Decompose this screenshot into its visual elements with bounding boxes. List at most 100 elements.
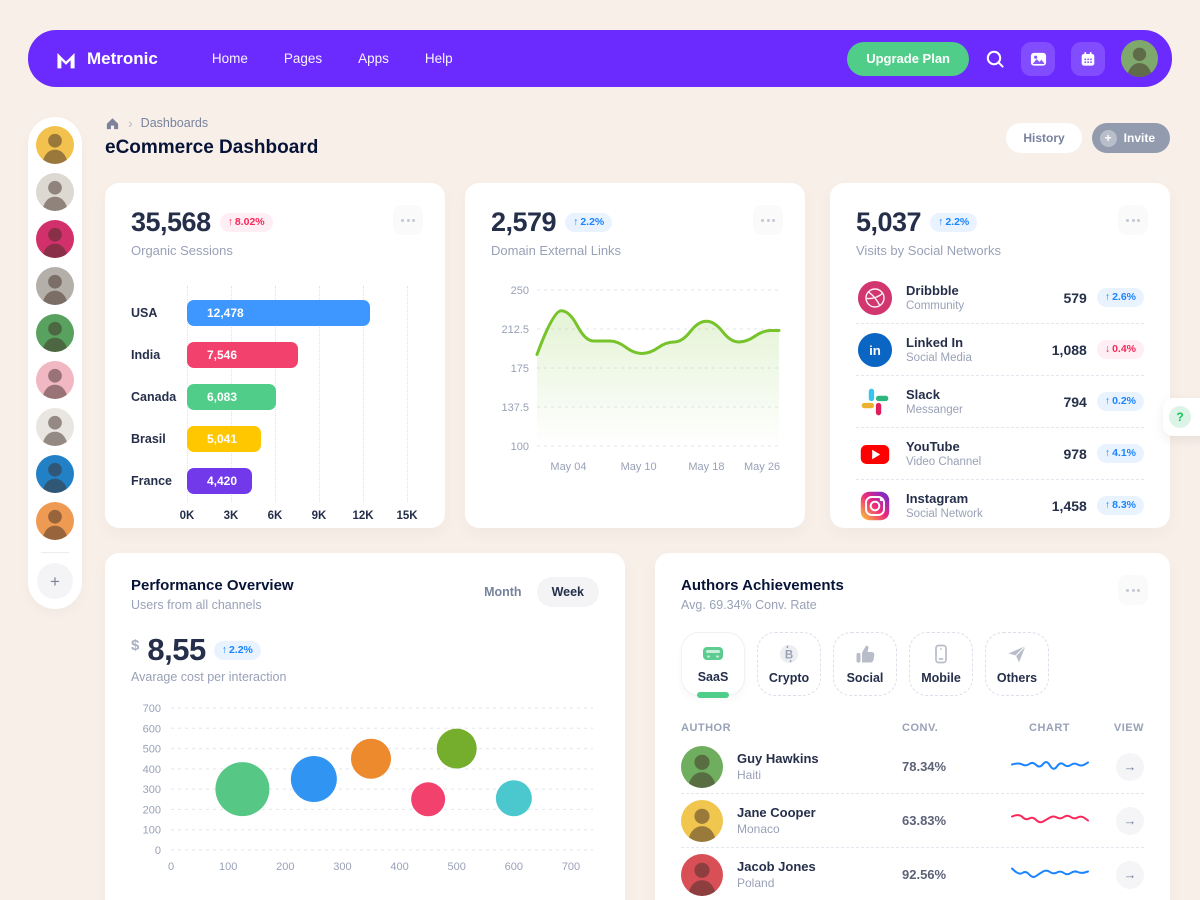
menu-item-help[interactable]: Help bbox=[424, 51, 453, 66]
card-menu-button[interactable] bbox=[1118, 205, 1148, 235]
author-avatar[interactable] bbox=[681, 799, 723, 842]
toggle-month[interactable]: Month bbox=[484, 585, 522, 599]
list-item-instagram[interactable]: Instagram Social Network 1,458 ↑ 8.3% bbox=[856, 479, 1144, 531]
breadcrumb-item-dashboards[interactable]: Dashboards bbox=[140, 116, 209, 130]
bar-canada: 6,083 bbox=[187, 384, 277, 410]
performance-title: Performance Overview bbox=[131, 577, 294, 594]
slack-icon bbox=[856, 383, 894, 421]
social-visits-label: Visits by Social Networks bbox=[856, 243, 1001, 258]
rail-avatar-2[interactable] bbox=[36, 173, 74, 211]
add-user-button[interactable]: + bbox=[37, 563, 73, 599]
rail-avatar-8[interactable] bbox=[36, 455, 74, 493]
author-avatar[interactable] bbox=[681, 745, 723, 788]
svg-text:700: 700 bbox=[562, 861, 580, 873]
category-tabs: SaaS B Crypto Social Mobile Others bbox=[681, 632, 1144, 696]
menu-item-home[interactable]: Home bbox=[211, 51, 248, 66]
tab-saas[interactable]: SaaS bbox=[681, 632, 745, 696]
svg-text:300: 300 bbox=[143, 784, 161, 796]
brand-name: Metronic bbox=[87, 48, 158, 68]
svg-text:May 18: May 18 bbox=[688, 461, 724, 473]
list-item-linkedin[interactable]: in Linked In Social Media 1,088 ↓ 0.4% bbox=[856, 323, 1144, 375]
card-menu-button[interactable] bbox=[393, 205, 423, 235]
home-icon[interactable] bbox=[105, 116, 120, 131]
svg-text:May 26: May 26 bbox=[744, 461, 780, 473]
rail-avatar-3[interactable] bbox=[36, 220, 74, 258]
network-name: Dribbble bbox=[906, 283, 959, 298]
tab-mobile[interactable]: Mobile bbox=[909, 632, 973, 696]
bar-usa: 12,478 bbox=[187, 300, 370, 326]
rail-avatar-4[interactable] bbox=[36, 267, 74, 305]
up-arrow-icon: ↑ bbox=[938, 216, 944, 229]
view-author-button[interactable]: → bbox=[1116, 752, 1144, 781]
list-item-dribbble[interactable]: Dribbble Community 579 ↑ 2.6% bbox=[856, 272, 1144, 323]
authors-title: Authors Achievements bbox=[681, 577, 844, 594]
network-value: 978 bbox=[1063, 445, 1087, 462]
organic-sessions-label: Organic Sessions bbox=[131, 243, 233, 258]
invite-label: Invite bbox=[1123, 131, 1155, 145]
performance-note: Avarage cost per interaction bbox=[131, 670, 287, 684]
performance-value: 8,55 bbox=[147, 632, 206, 667]
svg-text:500: 500 bbox=[448, 861, 466, 873]
domain-links-area-chart: 250 212.5 175 137.5 100 May 04 May 10 May 18 May… bbox=[501, 285, 781, 473]
menu-item-pages[interactable]: Pages bbox=[283, 51, 323, 66]
search-icon[interactable] bbox=[985, 49, 1005, 69]
toggle-week[interactable]: Week bbox=[536, 577, 599, 607]
calendar-icon[interactable] bbox=[1071, 41, 1105, 76]
instagram-icon bbox=[856, 487, 894, 525]
list-item-youtube[interactable]: YouTube Video Channel 978 ↑ 4.1% bbox=[856, 427, 1144, 479]
period-toggle: Month Week bbox=[469, 577, 599, 607]
phone-icon bbox=[935, 644, 947, 664]
menu-item-apps[interactable]: Apps bbox=[358, 51, 389, 66]
list-item-slack[interactable]: Slack Messanger 794 ↑ 0.2% bbox=[856, 375, 1144, 427]
help-button[interactable]: ? bbox=[1163, 398, 1200, 436]
tab-social[interactable]: Social bbox=[833, 632, 897, 696]
profile-avatar[interactable] bbox=[1121, 40, 1158, 77]
svg-text:700: 700 bbox=[143, 703, 161, 715]
sparkline-chart bbox=[1010, 814, 1089, 824]
country-bar-chart: USA 12,478 India 7,546 Canada 6,083 Bras… bbox=[131, 286, 419, 526]
youtube-icon bbox=[856, 435, 894, 473]
performance-delta-badge: ↑ 2.2% bbox=[213, 641, 261, 660]
domain-links-value: 2,579 bbox=[491, 207, 557, 237]
view-author-button[interactable]: → bbox=[1116, 860, 1144, 889]
view-author-button[interactable]: → bbox=[1116, 806, 1144, 835]
domain-links-card: 2,579 ↑ 2.2% Domain External Links 250 212… bbox=[465, 183, 805, 528]
currency-symbol: $ bbox=[131, 637, 140, 654]
social-visits-card: 5,037 ↑ 2.2% Visits by Social Networks Dr… bbox=[830, 183, 1170, 528]
breadcrumb-separator: › bbox=[128, 115, 133, 131]
history-button[interactable]: History bbox=[1006, 123, 1082, 153]
network-value: 579 bbox=[1063, 289, 1087, 306]
rail-avatar-6[interactable] bbox=[36, 361, 74, 399]
question-mark-icon: ? bbox=[1169, 406, 1191, 428]
rail-avatar-9[interactable] bbox=[36, 502, 74, 540]
svg-text:0: 0 bbox=[168, 861, 174, 873]
tab-label: Social bbox=[846, 671, 884, 685]
upgrade-plan-button[interactable]: Upgrade Plan bbox=[847, 41, 969, 76]
author-conv: 92.56% bbox=[902, 867, 947, 882]
svg-text:May 04: May 04 bbox=[550, 461, 586, 473]
tab-crypto[interactable]: B Crypto bbox=[757, 632, 821, 696]
rail-avatar-1[interactable] bbox=[36, 126, 74, 164]
author-country: Poland bbox=[737, 876, 775, 890]
author-avatar[interactable] bbox=[681, 853, 723, 896]
gallery-icon[interactable] bbox=[1021, 41, 1055, 76]
performance-subtitle: Users from all channels bbox=[131, 598, 262, 612]
rail-avatar-7[interactable] bbox=[36, 408, 74, 446]
bar-row-india: India 7,546 bbox=[131, 334, 419, 376]
table-row-jane-cooper: Jane Cooper Monaco 63.83% → bbox=[681, 793, 1144, 847]
network-name: YouTube bbox=[906, 439, 960, 454]
brand-logo[interactable]: Metronic bbox=[54, 47, 158, 71]
svg-text:600: 600 bbox=[505, 861, 523, 873]
rail-avatar-5[interactable] bbox=[36, 314, 74, 352]
card-menu-button[interactable] bbox=[753, 205, 783, 235]
tab-others[interactable]: Others bbox=[985, 632, 1049, 696]
bar-label: India bbox=[131, 348, 161, 362]
invite-button[interactable]: + Invite bbox=[1091, 123, 1170, 153]
card-menu-button[interactable] bbox=[1118, 575, 1148, 605]
bar-row-france: France 4,420 bbox=[131, 460, 419, 502]
svg-text:100: 100 bbox=[219, 861, 237, 873]
svg-text:100: 100 bbox=[511, 441, 529, 453]
author-name: Guy Hawkins bbox=[737, 751, 819, 766]
delta-badge: ↓ 0.4% bbox=[1096, 340, 1144, 359]
